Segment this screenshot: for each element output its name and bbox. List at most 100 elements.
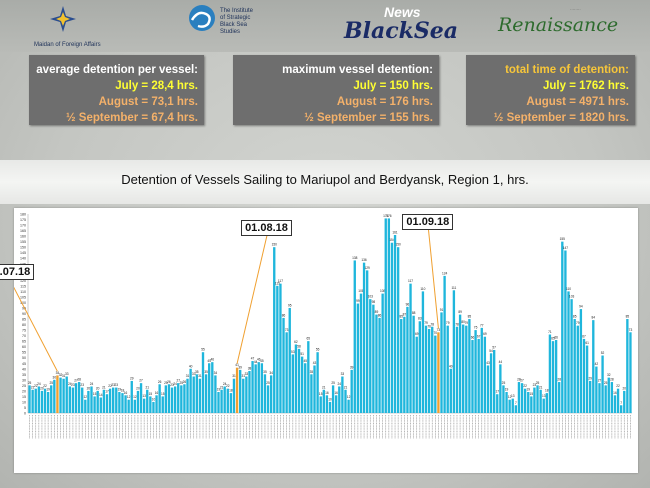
y-tick-label: 150	[20, 246, 26, 250]
data-label: 43	[486, 361, 490, 365]
bar	[511, 398, 514, 413]
y-tick-label: 145	[20, 251, 26, 255]
data-label: 53	[291, 350, 295, 354]
data-label: 22	[523, 384, 527, 388]
data-label: 13	[511, 394, 515, 398]
bar	[282, 317, 285, 413]
bar	[496, 394, 499, 413]
bar	[523, 388, 527, 413]
bar	[613, 395, 617, 413]
data-label: 176	[386, 214, 392, 218]
data-label: 25	[604, 381, 608, 385]
data-label: 89	[375, 310, 379, 314]
data-label: 30	[53, 375, 57, 379]
bar	[573, 319, 576, 413]
renaissance-small-text: ········	[570, 7, 581, 12]
y-tick-label: 5	[24, 406, 26, 410]
data-label: 19	[118, 387, 122, 391]
data-label: 161	[392, 231, 398, 235]
data-label: 73	[285, 328, 289, 332]
y-tick-label: 25	[22, 384, 26, 388]
bar	[133, 399, 137, 413]
bar	[387, 218, 391, 413]
data-label: 20	[87, 386, 91, 390]
data-label: 21	[102, 385, 106, 389]
y-tick-label: 40	[22, 367, 26, 371]
data-label: 13	[142, 394, 146, 398]
bar	[607, 377, 610, 413]
bar	[68, 386, 71, 413]
bar	[112, 387, 115, 413]
data-label: 77	[480, 323, 484, 327]
data-label: 31	[186, 374, 190, 378]
data-label: 26	[158, 380, 162, 384]
wave-icon	[189, 5, 215, 31]
bar	[115, 387, 118, 413]
data-label: 23	[170, 383, 174, 387]
bar	[90, 386, 93, 413]
bar	[279, 283, 282, 413]
data-label: 45	[207, 359, 211, 363]
bar	[452, 290, 456, 413]
chart-panel: 0 5 10 15 20 25 30 35 40 45 50 55 60 65 70 75 80 85 90 95 10…	[0, 208, 638, 473]
bar	[449, 368, 452, 413]
bar	[288, 307, 291, 413]
bar	[331, 385, 335, 413]
bar	[155, 395, 158, 413]
data-label: 23	[71, 383, 75, 387]
bar	[437, 332, 440, 413]
data-label: 147	[563, 246, 569, 250]
bar	[71, 387, 75, 413]
renaissance-logo: ········ Renaissance	[498, 4, 618, 48]
bar	[576, 325, 579, 413]
data-label: 35	[263, 370, 267, 374]
bar	[595, 366, 598, 413]
bar	[198, 378, 202, 413]
bar	[468, 319, 471, 413]
data-label: 25	[502, 381, 506, 385]
data-label: 20	[136, 386, 140, 390]
data-label: 19	[46, 387, 50, 391]
bar	[424, 325, 428, 413]
y-tick-label: 155	[20, 240, 26, 244]
bar	[223, 386, 226, 413]
bar	[158, 384, 161, 413]
bar	[508, 399, 511, 413]
data-label: 117	[408, 279, 413, 283]
data-label: 14	[99, 393, 103, 397]
bar	[136, 390, 140, 413]
data-label: 45	[260, 359, 264, 363]
bar	[362, 262, 366, 413]
y-tick-label: 20	[22, 389, 26, 393]
bar	[582, 338, 586, 413]
bar	[421, 291, 425, 413]
bar	[220, 389, 223, 413]
y-tick-label: 15	[22, 395, 26, 399]
bar	[130, 380, 133, 413]
data-label: 12	[127, 395, 131, 399]
bar	[359, 293, 363, 413]
bar	[37, 386, 41, 413]
data-label: 18	[121, 389, 125, 393]
bar	[539, 389, 542, 413]
data-label: 85	[399, 315, 403, 319]
bar	[514, 405, 518, 413]
bar	[372, 304, 375, 413]
data-label: 78	[430, 322, 434, 326]
bar	[542, 398, 545, 413]
y-tick-label: 95	[22, 306, 26, 310]
data-label: 99	[356, 299, 360, 303]
star-icon	[50, 6, 76, 32]
data-label: 27	[598, 379, 602, 383]
bar	[427, 328, 431, 413]
y-tick-label: 80	[22, 323, 26, 327]
data-label: 89	[458, 310, 462, 314]
blacksea-news-logo: News BlackSea	[344, 4, 458, 48]
data-label: 33	[341, 372, 345, 376]
bar	[369, 299, 372, 413]
data-label: 44	[499, 360, 503, 364]
data-label: 21	[31, 385, 35, 389]
data-label: 79	[465, 321, 469, 325]
bar	[465, 325, 468, 413]
bar	[489, 353, 493, 413]
